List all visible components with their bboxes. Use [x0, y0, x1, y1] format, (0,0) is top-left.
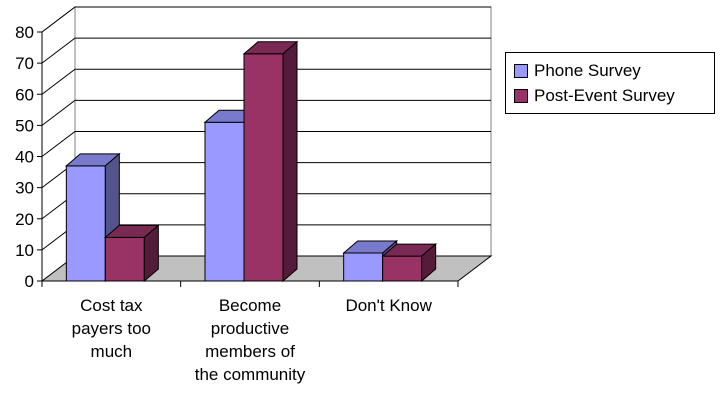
y-tick-label: 10 — [15, 241, 34, 260]
y-tick-label: 50 — [15, 116, 34, 135]
bar — [104, 236, 145, 282]
legend-label: Post-Event Survey — [534, 85, 675, 105]
legend-item-post-event-survey: Post-Event Survey — [514, 83, 714, 108]
bar-side — [421, 243, 437, 283]
bar — [243, 53, 284, 282]
gridline — [41, 99, 491, 126]
x-tick-label: Become — [219, 296, 281, 315]
x-tick-label: productive — [211, 319, 289, 338]
x-tick-label: payers too — [72, 319, 151, 338]
bar — [204, 121, 245, 282]
x-tick-label: Cost tax — [80, 296, 143, 315]
bar — [343, 252, 384, 282]
x-tick-label: the community — [195, 365, 306, 384]
legend-label: Phone Survey — [534, 60, 641, 80]
y-tick-label: 80 — [15, 23, 34, 42]
bar — [382, 255, 423, 282]
gridline — [41, 37, 491, 64]
y-tick-label: 20 — [15, 210, 34, 229]
gridline — [41, 68, 491, 95]
legend: Phone Survey Post-Event Survey — [505, 52, 715, 114]
y-tick-label: 70 — [15, 54, 34, 73]
y-tick-label: 60 — [15, 85, 34, 104]
bar-side — [282, 40, 298, 283]
legend-swatch-phone-survey — [514, 63, 528, 78]
gridline — [41, 131, 491, 157]
y-tick-label: 40 — [15, 148, 34, 167]
x-tick-label: members of — [205, 342, 295, 361]
gridline — [41, 6, 491, 33]
legend-item-phone-survey: Phone Survey — [514, 58, 714, 83]
y-tick-label: 0 — [25, 272, 34, 291]
bar — [65, 165, 106, 282]
x-tick-label: Don't Know — [345, 296, 432, 315]
bar-side — [143, 224, 159, 283]
legend-swatch-post-event-survey — [514, 88, 528, 103]
x-tick-label: much — [91, 342, 133, 361]
y-tick-label: 30 — [15, 179, 34, 198]
